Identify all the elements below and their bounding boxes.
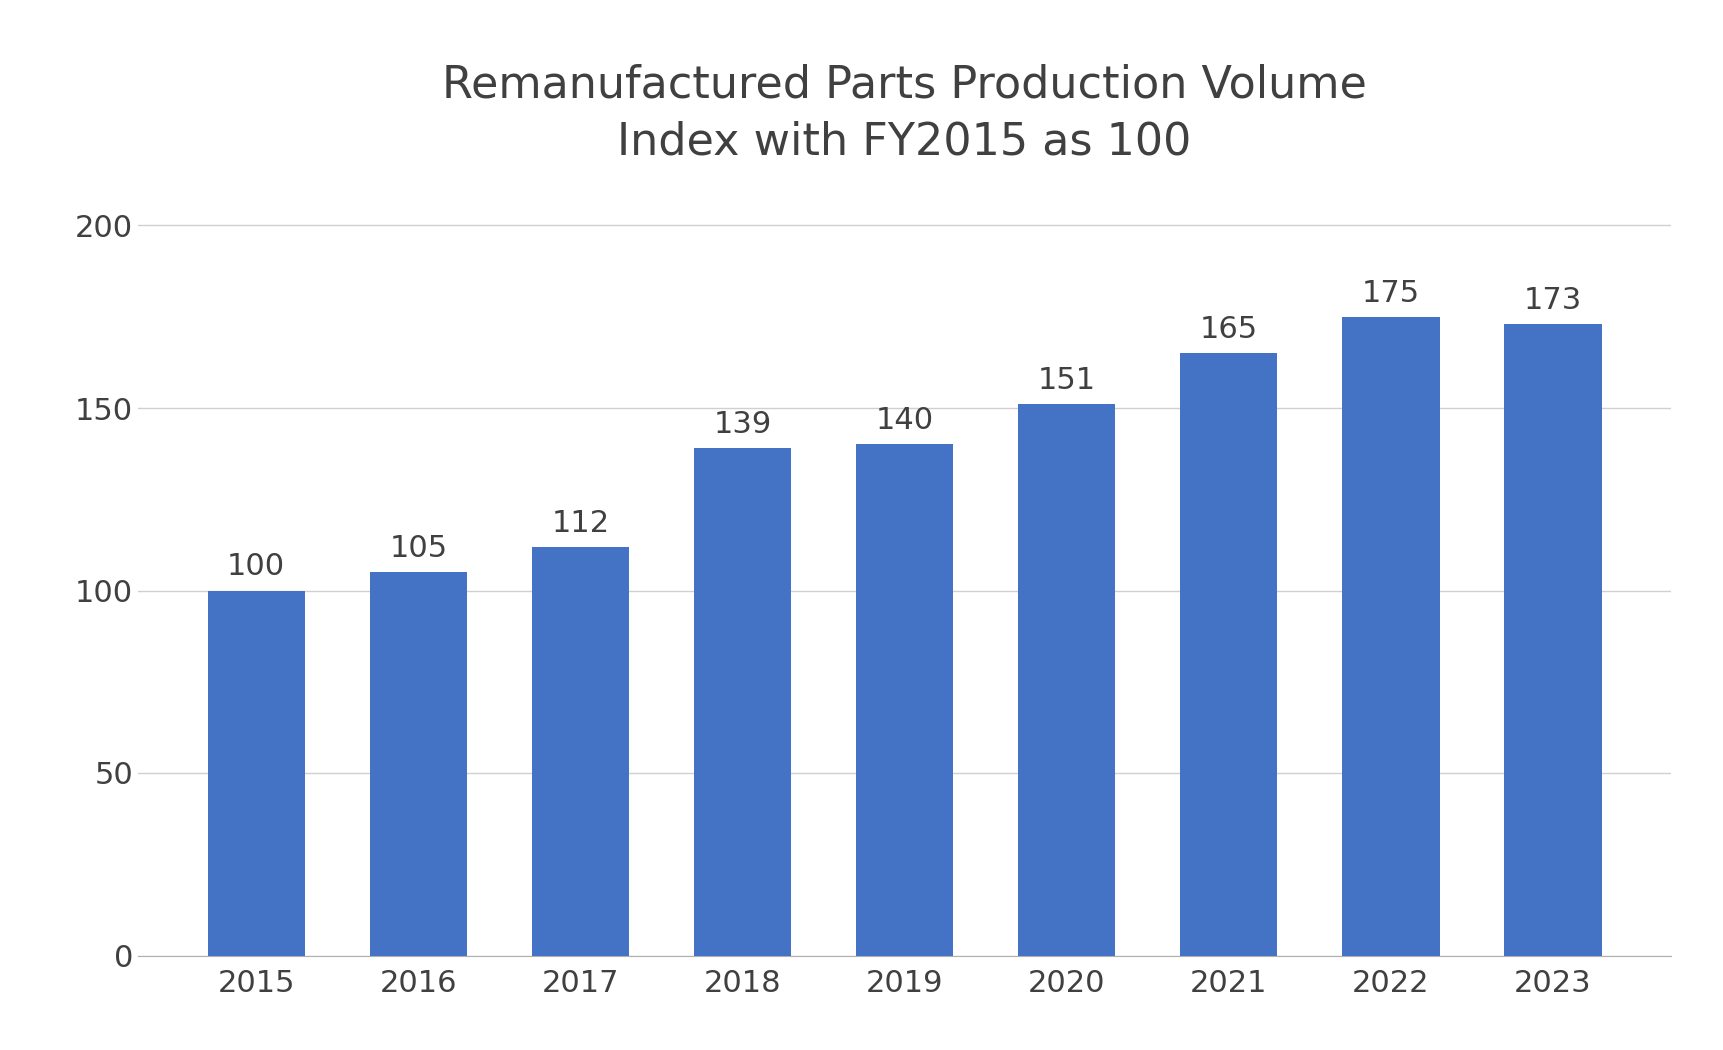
Bar xyxy=(532,547,629,956)
Text: 173: 173 xyxy=(1523,286,1582,315)
Text: 151: 151 xyxy=(1037,366,1096,395)
Title: Remanufactured Parts Production Volume
Index with FY2015 as 100: Remanufactured Parts Production Volume I… xyxy=(443,64,1366,164)
Text: 139: 139 xyxy=(713,410,772,439)
Bar xyxy=(207,590,305,956)
Bar xyxy=(370,572,467,956)
Text: 105: 105 xyxy=(389,534,448,563)
Bar xyxy=(694,448,791,956)
Text: 112: 112 xyxy=(551,508,610,538)
Bar xyxy=(856,444,953,956)
Bar xyxy=(1342,317,1439,956)
Text: 175: 175 xyxy=(1361,278,1420,308)
Bar xyxy=(1504,324,1602,956)
Text: 165: 165 xyxy=(1199,315,1258,344)
Text: 100: 100 xyxy=(227,552,286,582)
Text: 140: 140 xyxy=(875,406,934,436)
Bar xyxy=(1018,404,1115,956)
Bar xyxy=(1180,353,1277,956)
